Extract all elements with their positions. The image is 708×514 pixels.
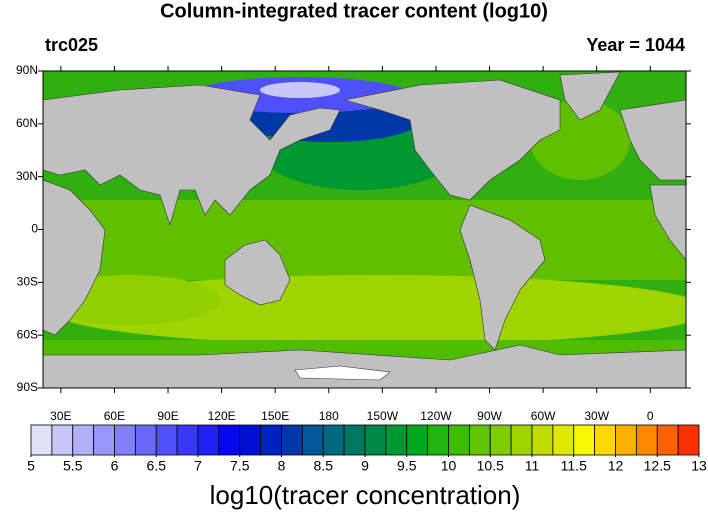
colorbar-tick-label: 12.5 — [644, 458, 671, 474]
west-africa — [649, 184, 686, 261]
colorbar-box — [176, 424, 199, 456]
south-america — [459, 204, 546, 351]
colorbar-box — [510, 424, 533, 456]
subtitle-left: trc025 — [45, 35, 98, 55]
colorbar-box — [615, 424, 637, 456]
colorbar-tick-label: 9 — [361, 458, 369, 474]
colorbar-tick-label: 8.5 — [314, 458, 334, 474]
lat-label: 0 — [31, 222, 38, 236]
colorbar-box — [114, 424, 136, 456]
colorbar-box — [448, 424, 470, 456]
colorbar-box — [260, 424, 282, 456]
colorbar-tick-label: 7.5 — [230, 458, 250, 474]
lat-label: 30S — [17, 275, 38, 289]
colorbar-box — [677, 424, 700, 456]
colorbar-box — [301, 424, 324, 456]
colorbar-box — [552, 424, 575, 456]
lon-label: 0 — [647, 409, 654, 423]
colorbar-tick-label: 11.5 — [561, 458, 587, 474]
colorbar-box — [197, 424, 220, 456]
colorbar-box — [489, 424, 512, 456]
colorbar-box — [656, 424, 679, 456]
colorbar-tick-label: 11 — [525, 458, 540, 474]
colorbar-tick-label: 6.5 — [147, 458, 167, 474]
lon-label: 30E — [50, 409, 71, 423]
lon-label: 90E — [157, 409, 178, 423]
antarctica — [43, 344, 686, 388]
colorbar-tick-label: 9.5 — [397, 458, 417, 474]
lon-label: 90W — [477, 409, 502, 423]
lon-label: 120E — [208, 409, 236, 423]
map — [42, 70, 687, 389]
north-america — [344, 79, 561, 201]
eurasia — [43, 84, 341, 227]
lon-label: 60W — [531, 409, 556, 423]
lon-label: 60E — [104, 409, 125, 423]
title: Column-integrated tracer content (log10) — [160, 0, 548, 22]
arctic-core — [260, 82, 340, 98]
colorbar-box — [281, 424, 303, 456]
colorbar-tick-label: 10 — [441, 458, 457, 474]
colorbar-box — [155, 424, 178, 456]
africa — [43, 179, 106, 336]
colorbar-tick-label: 12 — [608, 458, 624, 474]
colorbar-box — [594, 424, 616, 456]
ocean-band — [43, 200, 686, 280]
colorbar-tick-label: 5 — [27, 458, 35, 474]
lon-label: 150E — [261, 409, 289, 423]
colorbar-box — [427, 424, 449, 456]
colorbar-box — [364, 424, 387, 456]
colorbar-box — [468, 424, 491, 456]
colorbar-box — [531, 424, 554, 456]
lon-label: 180 — [319, 409, 339, 423]
colorbar-tick-label: 13 — [691, 458, 707, 474]
lon-label: 30W — [584, 409, 609, 423]
colorbar-box — [72, 424, 95, 456]
lat-label: 60N — [16, 116, 38, 130]
colorbar-box — [93, 424, 115, 456]
lon-label: 120W — [420, 409, 452, 423]
colorbar-box — [134, 424, 157, 456]
colorbar: 5 5.5 6 6.5 7 7.5 8 8.5 9 9.5 10 10.5 11 11.5 12 12.5 13 — [27, 424, 707, 474]
colorbar-box — [343, 424, 366, 456]
lon-label: 150W — [367, 409, 399, 423]
lat-label: 90N — [16, 63, 38, 77]
colorbar-box — [635, 424, 658, 456]
colorbar-tick-label: 10.5 — [477, 458, 504, 474]
greenland — [559, 71, 621, 121]
lat-label: 30N — [16, 169, 38, 183]
colorbar-box — [406, 424, 429, 456]
europe — [619, 99, 686, 181]
ice-shelf — [294, 365, 391, 381]
colorbar-box — [51, 424, 74, 456]
lat-label: 60S — [17, 327, 38, 341]
subtitle-right: Year = 1044 — [586, 35, 685, 55]
colorbar-title: log10(tracer concentration) — [210, 480, 521, 510]
colorbar-box — [573, 424, 596, 456]
colorbar-tick-label: 8 — [278, 458, 286, 474]
australia — [224, 239, 291, 306]
colorbar-box — [322, 424, 345, 456]
lat-label: 90S — [17, 380, 38, 394]
colorbar-box — [218, 424, 241, 456]
colorbar-tick-label: 6 — [111, 458, 119, 474]
colorbar-box — [239, 424, 262, 456]
colorbar-tick-label: 5.5 — [63, 458, 83, 474]
colorbar-box — [385, 424, 408, 456]
colorbar-tick-label: 7 — [194, 458, 202, 474]
colorbar-box — [30, 424, 53, 456]
